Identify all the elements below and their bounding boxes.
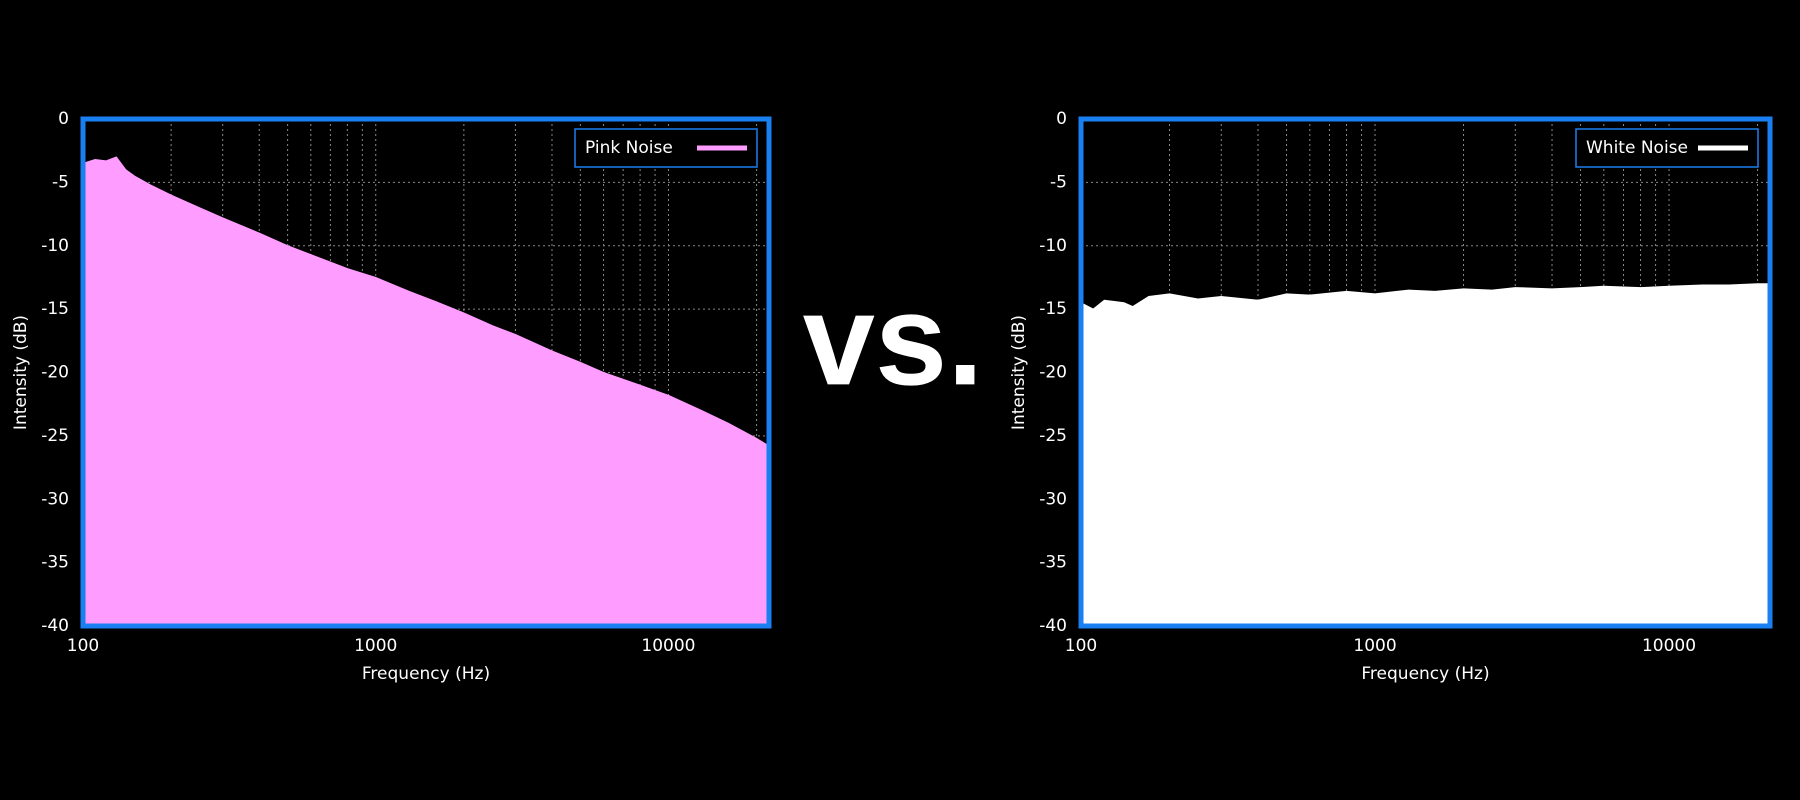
vs-text: vs. [803, 266, 984, 412]
y-tick-label: -10 [1039, 236, 1067, 256]
y-tick-label: -15 [1039, 299, 1067, 319]
y-tick-label: 0 [58, 109, 69, 129]
y-tick-label: -35 [1039, 553, 1067, 573]
y-tick-label: -40 [1039, 616, 1067, 636]
x-tick-label: 100 [67, 636, 99, 656]
y-axis-label: Intensity (dB) [11, 315, 31, 430]
y-tick-label: -15 [41, 299, 69, 319]
x-tick-label: 1000 [1353, 636, 1396, 656]
y-tick-label: -25 [1039, 426, 1067, 446]
y-tick-label: -10 [41, 236, 69, 256]
y-tick-label: -35 [41, 553, 69, 573]
y-tick-label: 0 [1056, 109, 1067, 129]
x-tick-label: 10000 [1642, 636, 1696, 656]
x-axis-label: Frequency (Hz) [362, 664, 490, 684]
y-tick-label: -5 [52, 172, 69, 192]
x-tick-label: 1000 [354, 636, 397, 656]
y-tick-label: -40 [41, 616, 69, 636]
area [82, 156, 770, 627]
y-axis-label: Intensity (dB) [1009, 315, 1029, 430]
plot-frame [80, 116, 772, 629]
y-tick-label: -30 [41, 489, 69, 509]
x-tick-label: 10000 [641, 636, 695, 656]
x-tick-label: 100 [1065, 636, 1097, 656]
y-tick-label: -20 [1039, 363, 1067, 383]
y-tick-label: -25 [41, 426, 69, 446]
y-tick-label: -30 [1039, 489, 1067, 509]
area [1080, 283, 1771, 627]
legend-label: Pink Noise [585, 138, 673, 158]
x-axis-label: Frequency (Hz) [1361, 664, 1489, 684]
plot-frame [1078, 116, 1773, 629]
legend-label: White Noise [1586, 138, 1688, 158]
y-tick-label: -20 [41, 363, 69, 383]
y-tick-label: -5 [1050, 172, 1067, 192]
